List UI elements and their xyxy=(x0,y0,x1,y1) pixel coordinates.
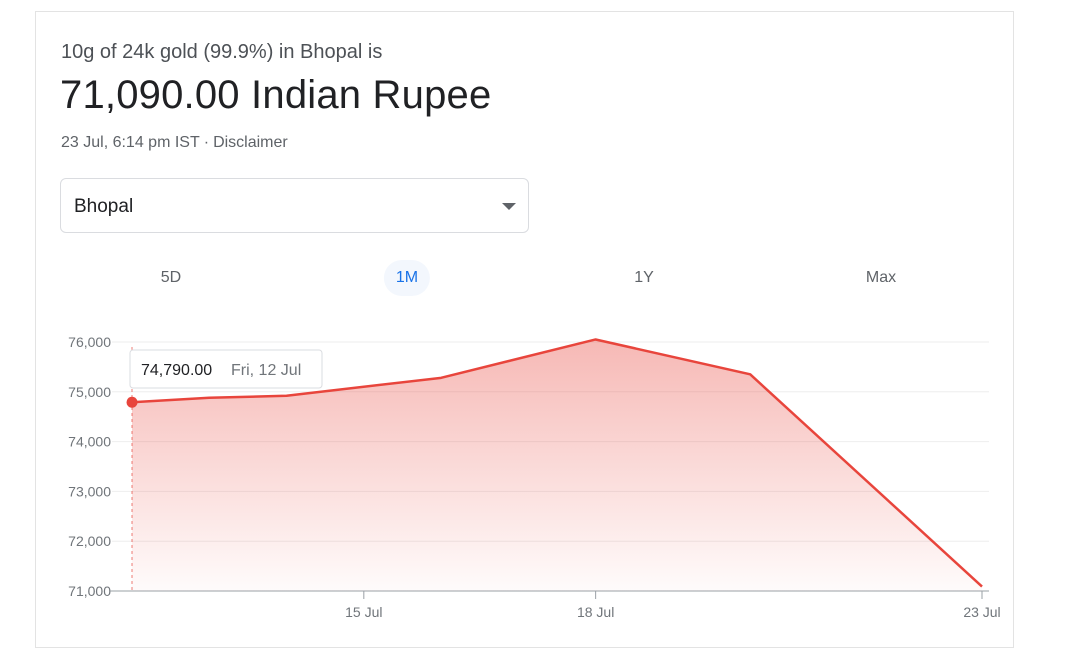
hover-point xyxy=(126,396,138,408)
disclaimer-link[interactable]: Disclaimer xyxy=(213,134,288,151)
y-tick-label: 76,000 xyxy=(68,334,111,350)
tooltip-date: Fri, 12 Jul xyxy=(231,362,301,379)
tab-1y[interactable]: 1Y xyxy=(634,269,654,286)
x-tick-label: 18 Jul xyxy=(577,604,614,620)
x-tick-label: 15 Jul xyxy=(345,604,382,620)
gold-price-card: 10g of 24k gold (99.9%) in Bhopal is 71,… xyxy=(35,11,1014,648)
price-chart[interactable]: 71,000 72,000 73,000 74,000 75,000 76,000 15 J… xyxy=(36,12,1013,647)
location-select-value: Bhopal xyxy=(74,196,134,217)
price-subtitle: 10g of 24k gold (99.9%) in Bhopal is xyxy=(61,41,383,63)
x-tick-label: 23 Jul xyxy=(963,604,1000,620)
dropdown-caret-icon xyxy=(502,203,516,210)
tooltip-box xyxy=(129,349,323,389)
tab-5d[interactable]: 5D xyxy=(160,269,182,286)
price-meta: 23 Jul, 6:14 pm IST · Disclaimer xyxy=(61,134,288,152)
current-price: 71,090.00 Indian Rupee xyxy=(60,73,492,117)
series-line xyxy=(131,338,983,588)
y-tick-label: 71,000 xyxy=(68,583,111,599)
y-tick-label: 74,000 xyxy=(68,434,111,450)
tooltip-value: 74,790.00 xyxy=(141,362,212,379)
meta-separator: · xyxy=(203,134,210,151)
y-tick-label: 73,000 xyxy=(68,483,111,499)
y-tick-label: 72,000 xyxy=(68,533,111,549)
series-area xyxy=(132,339,982,591)
tab-max[interactable]: Max xyxy=(865,269,897,286)
tab-1m[interactable]: 1M xyxy=(383,260,431,296)
y-tick-label: 75,000 xyxy=(68,384,111,400)
timestamp: 23 Jul, 6:14 pm IST xyxy=(61,134,200,151)
location-select[interactable]: Bhopal xyxy=(60,178,529,233)
